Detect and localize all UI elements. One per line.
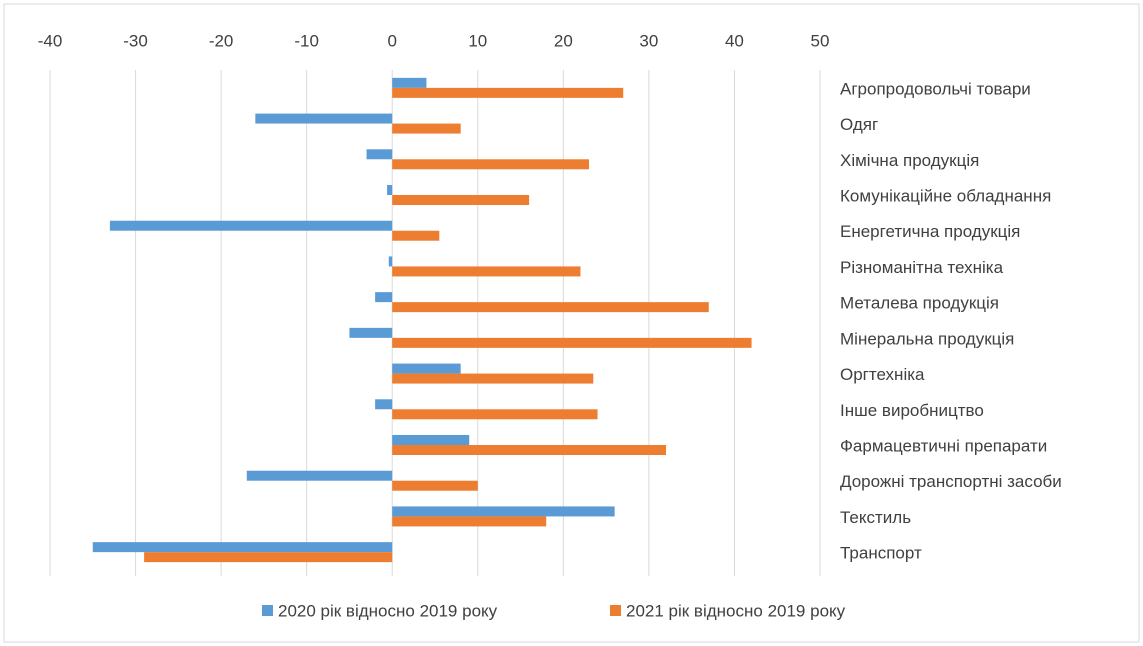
bar: [392, 302, 709, 313]
category-label: Комунікаційне обладнання: [840, 186, 1051, 205]
legend-swatch: [262, 605, 273, 616]
bar: [388, 256, 393, 267]
legend-swatch: [610, 605, 621, 616]
bar: [392, 230, 440, 241]
bar: [392, 195, 530, 205]
legend-label: 2020 рік відносно 2019 року: [278, 601, 498, 620]
x-tick-label: -20: [209, 31, 234, 50]
bar: [92, 542, 393, 553]
bar: [392, 506, 615, 517]
bar: [144, 552, 393, 563]
category-label: Енергетична продукція: [840, 222, 1020, 241]
x-tick-label: 10: [468, 31, 487, 50]
bar: [375, 399, 393, 410]
x-tick-label: 50: [811, 31, 830, 50]
bar: [392, 123, 461, 134]
x-tick-label: 20: [554, 31, 573, 50]
category-label: Транспорт: [840, 544, 922, 563]
category-label: Текстиль: [840, 508, 911, 527]
bar: [109, 220, 393, 231]
bar: [392, 480, 478, 491]
bar: [392, 266, 581, 277]
bar: [392, 445, 666, 455]
category-label: Оргтехніка: [840, 365, 925, 384]
category-label: Мінеральна продукція: [840, 329, 1014, 348]
category-label: Інше виробництво: [840, 401, 984, 420]
chart-border: [3, 3, 1140, 643]
bar: [392, 87, 624, 98]
bar: [255, 113, 393, 124]
x-tick-label: 30: [639, 31, 658, 50]
bar: [392, 159, 589, 170]
x-tick-label: -40: [38, 31, 63, 50]
category-label: Різноманітна техніка: [840, 258, 1004, 277]
category-label: Дорожні транспортні засоби: [840, 472, 1062, 491]
bar: [392, 373, 594, 384]
x-tick-label: 0: [387, 31, 396, 50]
bar: [246, 470, 393, 481]
legend-label: 2021 рік відносно 2019 року: [626, 601, 846, 620]
bar: [349, 327, 393, 338]
category-label: Фармацевтичні препарати: [840, 436, 1047, 455]
category-label: Металева продукція: [840, 294, 999, 313]
bar: [375, 292, 393, 303]
bar: [387, 185, 393, 195]
bar: [366, 149, 393, 160]
x-tick-label: -10: [294, 31, 319, 50]
x-tick-label: -30: [123, 31, 148, 50]
category-label: Одяг: [840, 115, 878, 134]
bar: [392, 363, 461, 374]
x-tick-label: 40: [725, 31, 744, 50]
bar: [392, 435, 470, 445]
category-label: Агропродовольчі товари: [840, 79, 1031, 98]
bar: [392, 77, 427, 88]
bar: [392, 409, 598, 420]
bar: [392, 337, 752, 348]
category-label: Хімічна продукція: [840, 151, 979, 170]
bar: [392, 516, 547, 527]
